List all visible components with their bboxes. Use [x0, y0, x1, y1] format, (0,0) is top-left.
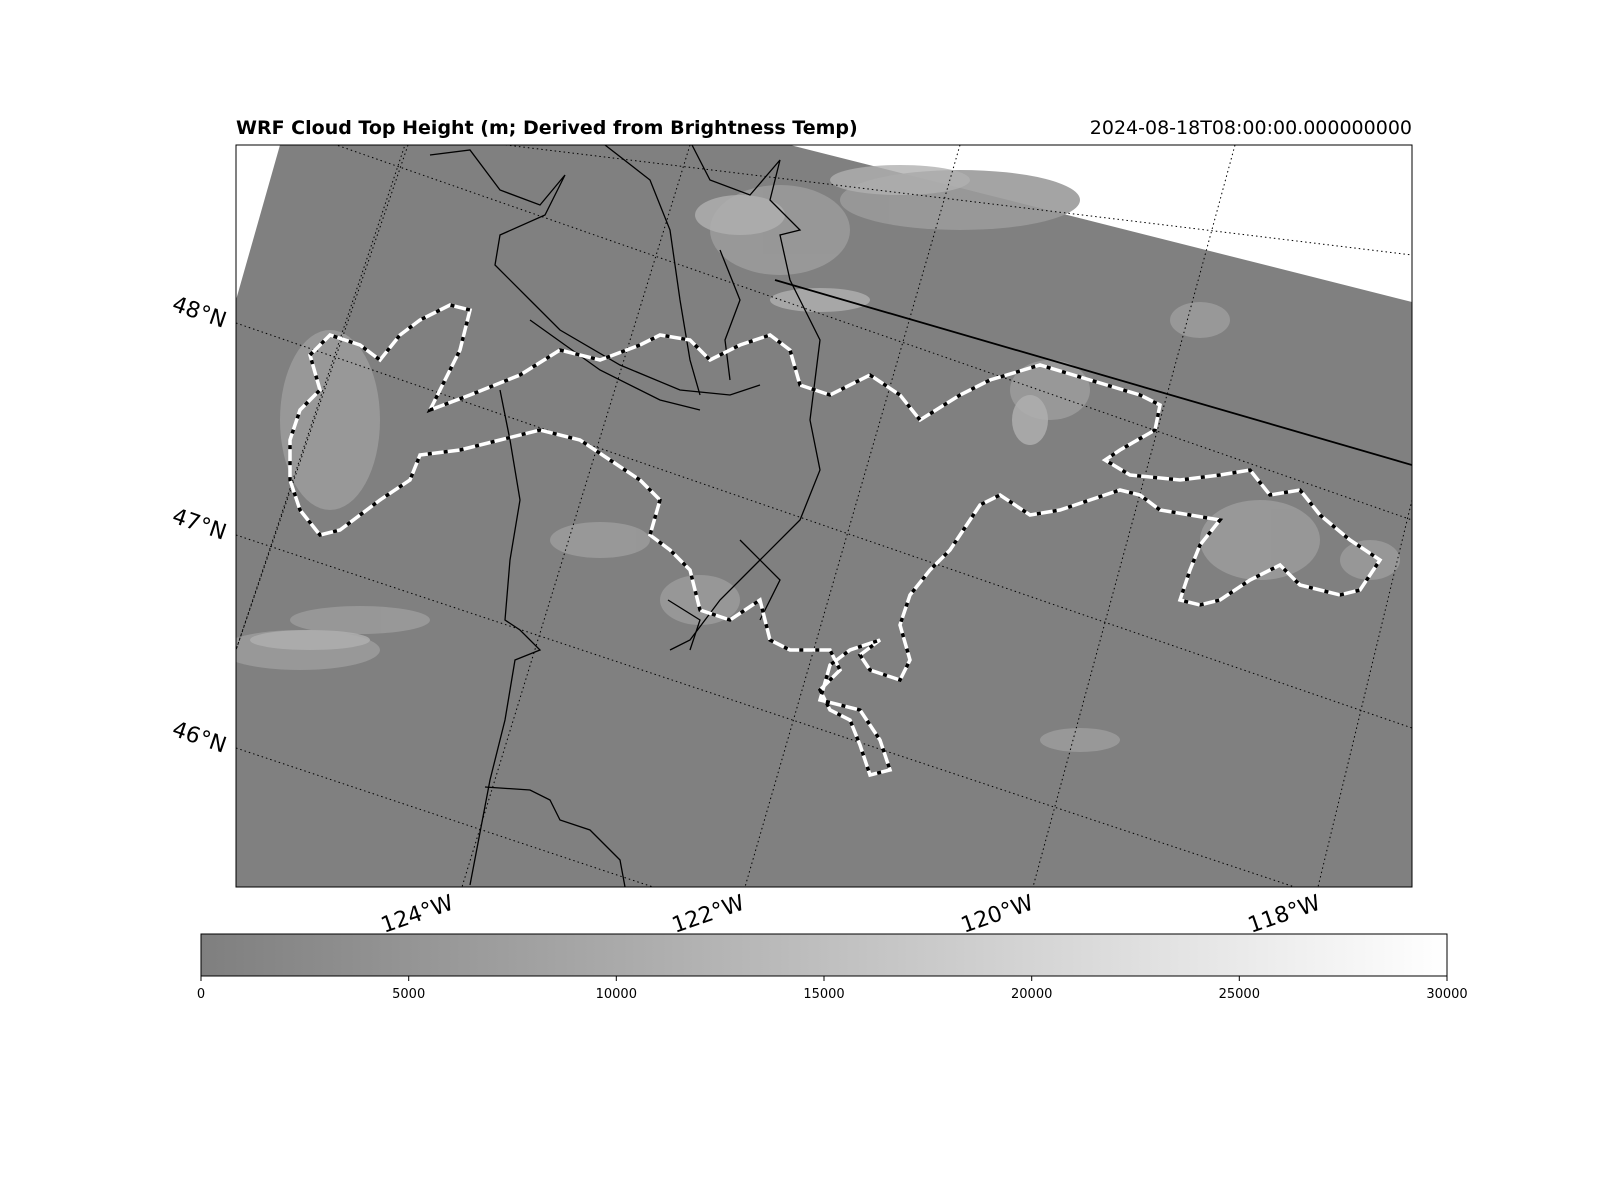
colorbar-tick-label: 30000	[1426, 987, 1468, 1002]
colorbar-ticks	[200, 976, 1448, 981]
colorbar-tick-label: 15000	[803, 987, 845, 1002]
colorbar-tick-label: 0	[196, 987, 206, 1002]
colorbar-tick-label: 20000	[1011, 987, 1053, 1002]
coastlines	[429, 145, 1412, 887]
plot-title: WRF Cloud Top Height (m; Derived from Br…	[236, 117, 858, 139]
map-frame	[235, 144, 1413, 888]
cloud-mask-outline	[288, 303, 1383, 778]
colorbar	[200, 933, 1448, 977]
cloud-field	[236, 145, 1412, 887]
valid-time: 2024-08-18T08:00:00.000000000	[1089, 117, 1412, 139]
colorbar-tick-label: 10000	[595, 987, 637, 1002]
graticule	[236, 145, 1412, 887]
colorbar-tick-label: 5000	[392, 987, 426, 1002]
colorbar-tick-label: 25000	[1218, 987, 1260, 1002]
